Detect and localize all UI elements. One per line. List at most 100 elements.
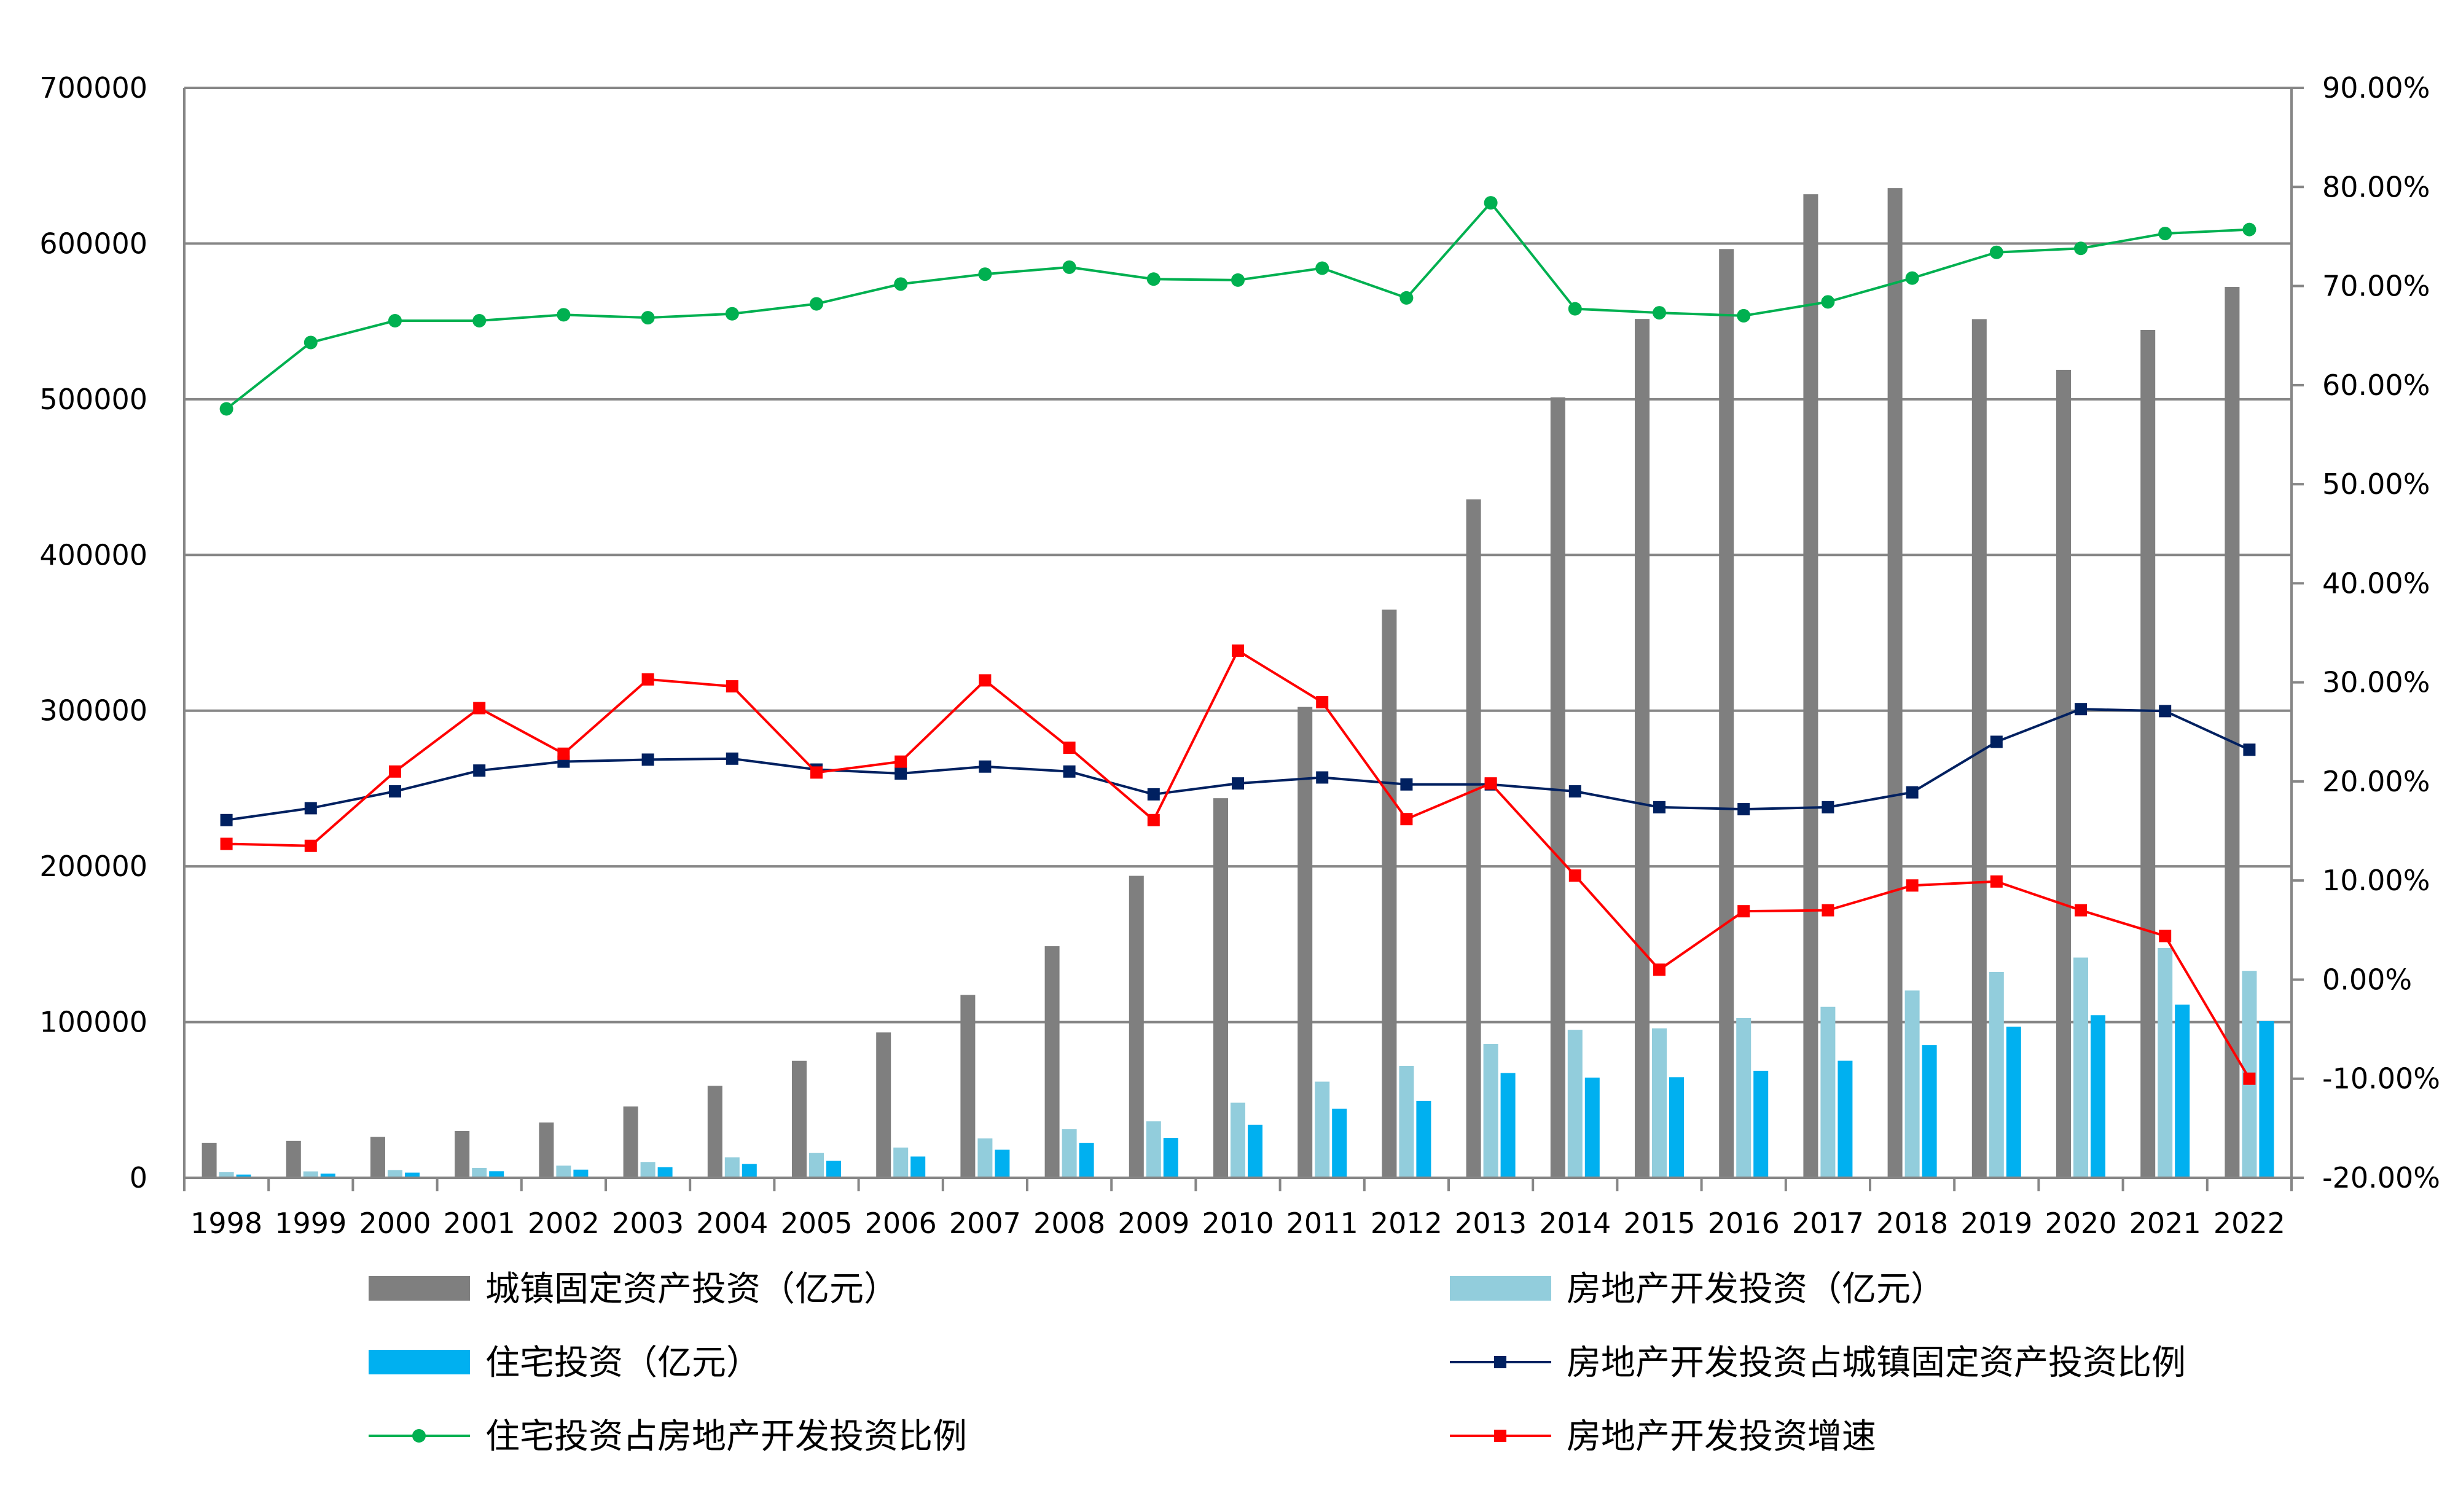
line-point: [219, 402, 233, 416]
line-point: [1905, 271, 1919, 285]
line-point: [1737, 308, 1751, 323]
line-point: [220, 813, 233, 826]
line-point: [979, 760, 992, 773]
x-tick-label: 2022: [2213, 1207, 2285, 1240]
legend-label: 房地产开发投资（亿元）: [1567, 1269, 1945, 1309]
y-right-tick-label: 30.00%: [2322, 666, 2430, 699]
line-point: [1653, 306, 1666, 320]
line-point: [1400, 813, 1413, 826]
legend-label: 住宅投资占房地产开发投资比例: [485, 1417, 967, 1457]
x-tick-label: 2009: [1117, 1207, 1189, 1240]
y-right-tick-label: 40.00%: [2322, 566, 2430, 600]
line-point: [726, 752, 738, 765]
bar: [556, 1165, 571, 1178]
bar: [1652, 1028, 1667, 1178]
line-point: [2074, 241, 2088, 256]
legend-swatch: [1450, 1276, 1551, 1301]
bar: [809, 1153, 824, 1178]
line-point: [1737, 803, 1750, 816]
legend-marker: [1494, 1430, 1506, 1442]
line-point: [2243, 1072, 2256, 1085]
line-point: [979, 674, 992, 687]
y-left-tick-label: 200000: [39, 850, 147, 883]
bar: [1231, 1102, 1245, 1178]
x-tick-label: 2013: [1455, 1207, 1527, 1240]
bar: [876, 1032, 891, 1178]
y-left-tick-label: 700000: [39, 71, 147, 104]
bar: [303, 1171, 318, 1178]
line-point: [1989, 245, 2003, 259]
line-point: [473, 702, 486, 715]
x-tick-label: 2019: [1960, 1207, 2032, 1240]
x-tick-label: 2004: [696, 1207, 768, 1240]
y-left-tick-label: 400000: [39, 538, 147, 571]
legend-label: 住宅投资（亿元）: [485, 1343, 761, 1383]
bar: [2175, 1005, 2190, 1178]
line-point: [389, 785, 401, 798]
bar: [1332, 1108, 1347, 1178]
line-point: [1399, 291, 1414, 305]
line-point: [894, 755, 907, 768]
x-tick-label: 2020: [2045, 1207, 2116, 1240]
bar: [455, 1130, 470, 1178]
bar: [2225, 287, 2240, 1178]
bar: [2091, 1015, 2105, 1178]
x-tick-label: 2017: [1792, 1207, 1864, 1240]
bar-series: [202, 188, 2274, 1178]
bar: [960, 995, 976, 1178]
line-point: [1063, 765, 1076, 778]
bar: [405, 1172, 420, 1178]
bar: [573, 1169, 589, 1178]
line-point: [1653, 963, 1665, 976]
line-point: [1400, 778, 1413, 791]
line-point: [1484, 777, 1497, 790]
series-line: [226, 708, 2250, 821]
bar: [1669, 1077, 1684, 1178]
line-point: [557, 747, 570, 760]
bar: [236, 1174, 251, 1178]
legend-label: 房地产开发投资增速: [1567, 1417, 1876, 1457]
bar: [826, 1161, 841, 1178]
bar: [1635, 319, 1650, 1178]
line-point: [1822, 904, 1834, 917]
line-series: [219, 196, 2256, 1085]
line-point: [1568, 302, 1582, 316]
y-left-tick-label: 300000: [39, 694, 147, 727]
bar: [388, 1170, 402, 1178]
line-point: [2242, 222, 2256, 237]
legend-swatch: [369, 1350, 470, 1374]
bar: [320, 1173, 335, 1178]
bar: [1297, 707, 1313, 1178]
legend: 城镇固定资产投资（亿元） 房地产开发投资（亿元） 住宅投资（亿元） 房地产开发投资占城…: [369, 1269, 2186, 1457]
bar: [1382, 609, 1397, 1178]
line-point: [978, 267, 992, 281]
x-tick-label: 1998: [190, 1207, 262, 1240]
x-tick-label: 2021: [2129, 1207, 2201, 1240]
line-point: [472, 313, 487, 327]
line-point: [810, 297, 823, 311]
line-point: [810, 766, 823, 779]
bar: [1315, 1081, 1330, 1178]
legend-marker: [1494, 1356, 1506, 1368]
bar: [1079, 1143, 1094, 1178]
line-point: [303, 335, 318, 350]
bar: [1922, 1045, 1937, 1178]
line-point: [1822, 801, 1834, 813]
line-point: [473, 764, 486, 777]
bar: [1129, 875, 1144, 1178]
line-point: [2075, 703, 2087, 716]
line-point: [304, 839, 317, 852]
bar: [1213, 798, 1228, 1178]
line-point: [557, 308, 571, 322]
y-right-tick-label: 90.00%: [2322, 71, 2430, 104]
y-right-tick-label: 10.00%: [2322, 864, 2430, 897]
bar: [893, 1147, 909, 1178]
y-left-tick-label: 500000: [39, 383, 147, 416]
line-point: [1906, 879, 1919, 892]
bar: [1044, 946, 1060, 1178]
bar: [1550, 397, 1565, 1178]
x-tick-label: 2008: [1033, 1207, 1105, 1240]
series-line: [226, 649, 2251, 1079]
x-tick-label: 2001: [444, 1207, 515, 1240]
